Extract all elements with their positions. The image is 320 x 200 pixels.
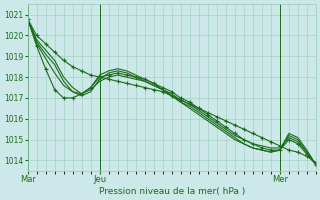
X-axis label: Pression niveau de la mer( hPa ): Pression niveau de la mer( hPa ) bbox=[99, 187, 245, 196]
